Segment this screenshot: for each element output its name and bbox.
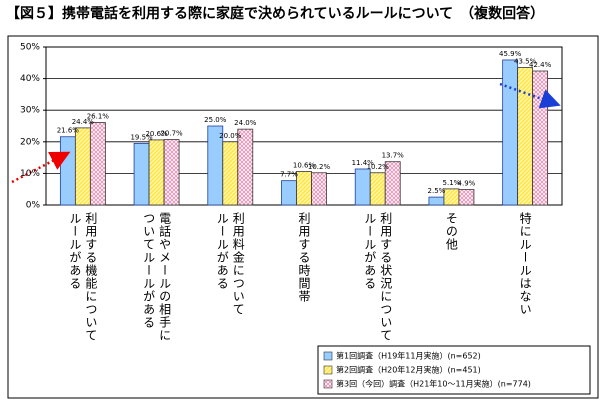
bar bbox=[133, 142, 150, 206]
bar bbox=[222, 141, 239, 206]
value-label: 19.5% bbox=[130, 133, 153, 141]
value-label: 11.4% bbox=[352, 159, 375, 167]
value-label: 42.4% bbox=[529, 61, 552, 69]
y-tick-label: 20% bbox=[20, 137, 40, 147]
y-tick-label: 10% bbox=[20, 169, 40, 179]
value-label: 24.4% bbox=[72, 118, 95, 126]
value-label: 2.5% bbox=[428, 187, 446, 195]
bar bbox=[148, 139, 165, 206]
value-label: 10.2% bbox=[367, 163, 390, 171]
bar bbox=[89, 122, 106, 206]
bar bbox=[296, 171, 312, 206]
value-label: 43.5% bbox=[514, 58, 537, 66]
bar bbox=[443, 188, 460, 206]
value-label: 7.7% bbox=[280, 171, 298, 179]
value-label: 24.0% bbox=[234, 119, 257, 127]
bar bbox=[354, 168, 371, 206]
y-tick-label: 0% bbox=[26, 201, 41, 211]
bar bbox=[163, 139, 180, 206]
legend-swatch bbox=[323, 351, 333, 361]
bar bbox=[59, 136, 76, 206]
bar bbox=[458, 189, 475, 206]
x-tick-label: 電話やメールの相手に ついてルールがある bbox=[141, 212, 172, 342]
x-tick-label: 利用する機能について ルールがある bbox=[67, 212, 98, 342]
bar bbox=[311, 172, 327, 206]
value-label: 20.0% bbox=[219, 132, 242, 140]
x-tick-label: その他 bbox=[444, 212, 459, 251]
x-tick-label: 利用する状況について ルールがある bbox=[362, 212, 393, 342]
bar bbox=[428, 196, 445, 206]
bar bbox=[237, 128, 254, 206]
legend-label: 第1回調査（H19年11月実施）(n=652) bbox=[336, 351, 481, 361]
y-tick-label: 50% bbox=[20, 43, 40, 53]
value-label: 10.2% bbox=[308, 163, 331, 171]
bar bbox=[517, 67, 534, 206]
value-label: 21.6% bbox=[57, 127, 80, 135]
chart-frame bbox=[7, 35, 599, 399]
value-label: 13.7% bbox=[382, 152, 405, 160]
bar bbox=[384, 161, 401, 206]
x-tick-label: 特にルールはない bbox=[518, 212, 533, 316]
value-label: 25.0% bbox=[204, 116, 227, 124]
bar bbox=[281, 180, 297, 206]
value-label: 45.9% bbox=[499, 50, 522, 58]
trend-arrow bbox=[11, 151, 71, 184]
value-label: 4.9% bbox=[458, 180, 476, 188]
chart-title: 【図５】携帯電話を利用する際に家庭で決められているルールについて （複数回答） bbox=[6, 5, 544, 22]
legend-label: 第2回調査（H20年12月実施）(n=451) bbox=[336, 365, 481, 375]
y-tick-label: 30% bbox=[20, 106, 40, 116]
value-label: 20.6% bbox=[145, 130, 168, 138]
y-tick-label: 40% bbox=[20, 74, 40, 84]
bar bbox=[74, 127, 91, 206]
bar bbox=[502, 59, 519, 206]
bar bbox=[532, 70, 549, 206]
x-tick-label: 利用する時間帯 bbox=[297, 212, 311, 303]
plot-area bbox=[43, 46, 563, 206]
value-label: 10.6% bbox=[293, 162, 316, 170]
value-label: 20.7% bbox=[160, 130, 183, 138]
value-label: 26.1% bbox=[87, 113, 110, 121]
bar bbox=[369, 172, 386, 206]
legend-swatch bbox=[323, 379, 333, 389]
legend-box bbox=[317, 345, 591, 395]
x-tick-label: 利用料金について ルールがある bbox=[215, 212, 246, 316]
value-label: 5.1% bbox=[443, 179, 461, 187]
legend-swatch bbox=[323, 365, 333, 375]
legend-label: 第3回（今回）調査（H21年10～11月実施）(n=774) bbox=[336, 379, 531, 389]
